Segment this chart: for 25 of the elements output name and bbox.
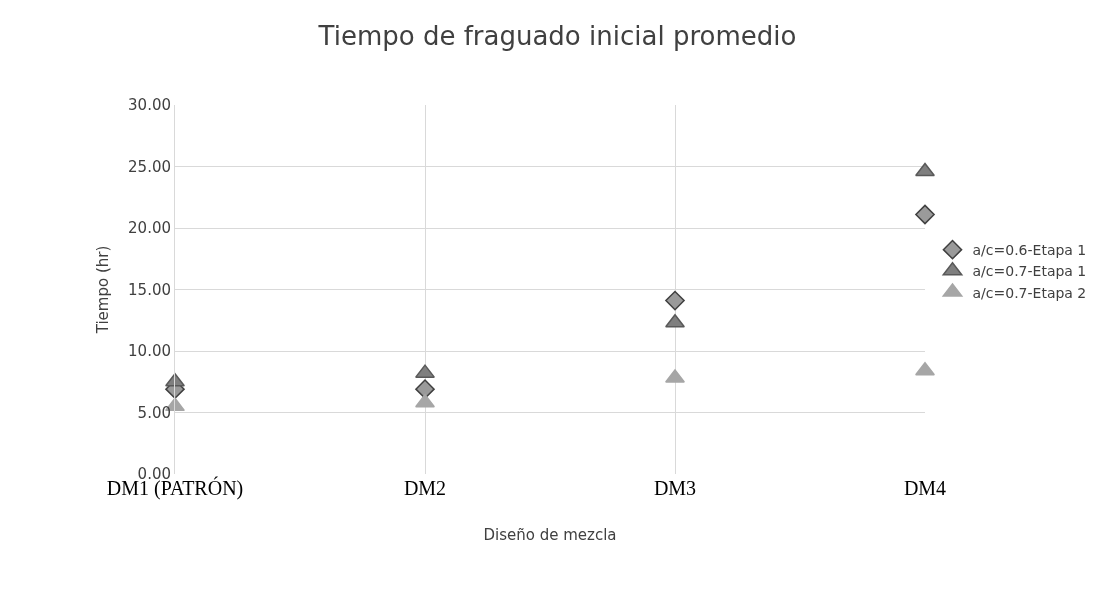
chart-title: Tiempo de fraguado inicial promedio xyxy=(317,20,797,51)
y-tick-label: 20.00 xyxy=(128,219,171,238)
point xyxy=(915,204,935,225)
point xyxy=(665,369,685,383)
point xyxy=(415,364,435,378)
y-tick-label: 30.00 xyxy=(128,96,171,115)
y-axis-title: Tiempo (hr) xyxy=(94,245,113,335)
legend-label: a/c=0.7-Etapa 1 xyxy=(972,263,1087,280)
point xyxy=(415,393,435,408)
x-axis-title: Diseño de mezcla xyxy=(483,526,617,544)
point xyxy=(915,162,935,177)
point xyxy=(665,290,685,311)
y-tick-label: 25.00 xyxy=(128,157,171,176)
legend-label: a/c=0.7-Etapa 2 xyxy=(972,284,1087,301)
x-tick-label: DM4 xyxy=(903,477,947,499)
x-tick-label: DM3 xyxy=(653,477,697,499)
y-tick-label: 10.00 xyxy=(128,342,171,361)
x-tick-label: DM2 xyxy=(403,477,447,499)
point xyxy=(165,373,185,387)
point xyxy=(415,379,435,399)
point xyxy=(915,361,935,376)
legend-label: a/c=0.6-Etapa 1 xyxy=(972,242,1087,259)
point xyxy=(665,313,685,328)
y-tick-label: 5.00 xyxy=(137,403,171,422)
y-tick-label: 15.00 xyxy=(128,280,171,299)
